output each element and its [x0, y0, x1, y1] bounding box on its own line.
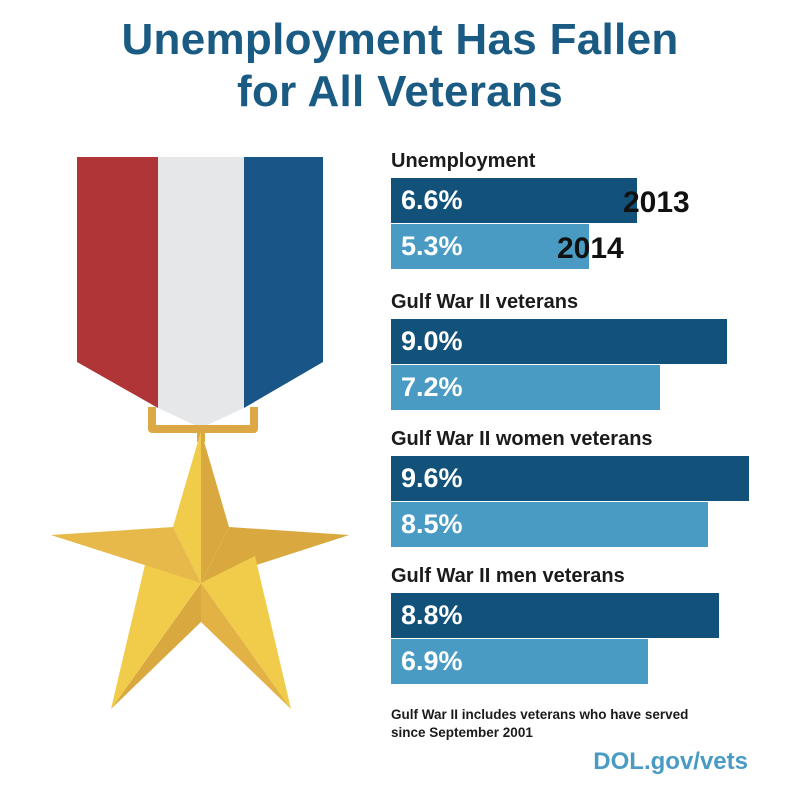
chart-title: Unemployment Has Fallen for All Veterans — [0, 14, 800, 118]
bar-2013: 6.6% — [391, 178, 637, 223]
bar-2014: 8.5% — [391, 502, 708, 547]
bar-2013: 8.8% — [391, 593, 719, 638]
title-line-1: Unemployment Has Fallen — [121, 15, 679, 64]
bar-value-label: 8.5% — [401, 509, 463, 539]
bar-value-label: 8.8% — [401, 600, 463, 630]
group-label: Gulf War II men veterans — [391, 565, 625, 587]
bar-2013: 9.0% — [391, 319, 727, 364]
bar-2013: 9.6% — [391, 456, 749, 501]
gold-star — [51, 431, 349, 709]
bar-value-label: 9.6% — [401, 463, 463, 493]
group-label: Gulf War II veterans — [391, 291, 579, 313]
footnote: Gulf War II includes veterans who have s… — [391, 707, 689, 740]
bar-2014: 7.2% — [391, 365, 660, 410]
ribbon-red-stripe — [77, 157, 158, 408]
group-label: Unemployment — [391, 150, 536, 172]
bar-value-label: 5.3% — [401, 231, 463, 261]
group-label: Gulf War II women veterans — [391, 428, 653, 450]
medal-star-icon — [51, 157, 349, 709]
bar-value-label: 6.9% — [401, 646, 463, 676]
bar-value-label: 9.0% — [401, 326, 463, 356]
bar-value-label: 7.2% — [401, 372, 463, 402]
ribbon-blue-stripe — [244, 157, 323, 408]
bar-2014: 6.9% — [391, 639, 648, 684]
bar-value-label: 6.6% — [401, 185, 463, 215]
legend-2013: 2013 — [623, 186, 690, 219]
ribbon — [77, 157, 323, 428]
title-line-2: for All Veterans — [237, 67, 563, 116]
legend-2014: 2014 — [557, 232, 624, 265]
bar-2014: 5.3% — [391, 224, 589, 269]
source-link[interactable]: DOL.gov/vets — [593, 748, 748, 775]
ribbon-white-stripe — [158, 157, 244, 428]
